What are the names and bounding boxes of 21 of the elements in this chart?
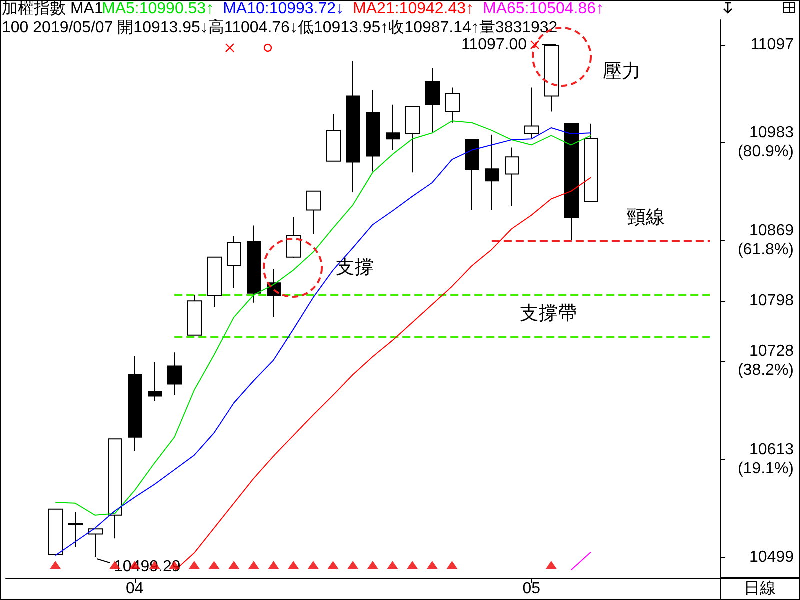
chart-title: 加權指數 MA1 bbox=[2, 0, 104, 18]
y-tick-label: 10869 (61.8%) bbox=[738, 222, 794, 258]
ref-line-label: 頸線 bbox=[627, 207, 666, 228]
ref-line-label: 支撐帶 bbox=[520, 303, 578, 324]
text: MA10:10993.72↓ bbox=[223, 0, 344, 18]
x-tick-label: 05 bbox=[522, 580, 541, 598]
annotation: 11097.00 bbox=[461, 36, 528, 54]
y-tick-label: 10728 (38.2%) bbox=[738, 343, 794, 380]
y-tick-label: 10983 (80.9%) bbox=[738, 124, 794, 161]
chart-subtitle: 100 2019/05/07 開10913.95↓高11004.76↓低10913.95↑收10987.14↑量3831932 bbox=[2, 18, 558, 36]
x-tick-label: 04 bbox=[126, 580, 144, 598]
y-tick-label: 10613 (19.1%) bbox=[738, 442, 794, 478]
text: MA5:10990.53↑ bbox=[102, 0, 214, 18]
y-tick-label: 10798 bbox=[750, 292, 794, 310]
text: MA65:10504.86↑ bbox=[483, 0, 604, 18]
annotation: 壓力 bbox=[603, 62, 641, 82]
text: MA21:10942.43↑ bbox=[353, 0, 474, 18]
text: 日線 bbox=[744, 580, 776, 598]
y-tick-label: 11097 bbox=[750, 36, 794, 54]
annotation: 支撐 bbox=[336, 258, 374, 278]
y-tick-label: 10499 bbox=[750, 548, 794, 566]
